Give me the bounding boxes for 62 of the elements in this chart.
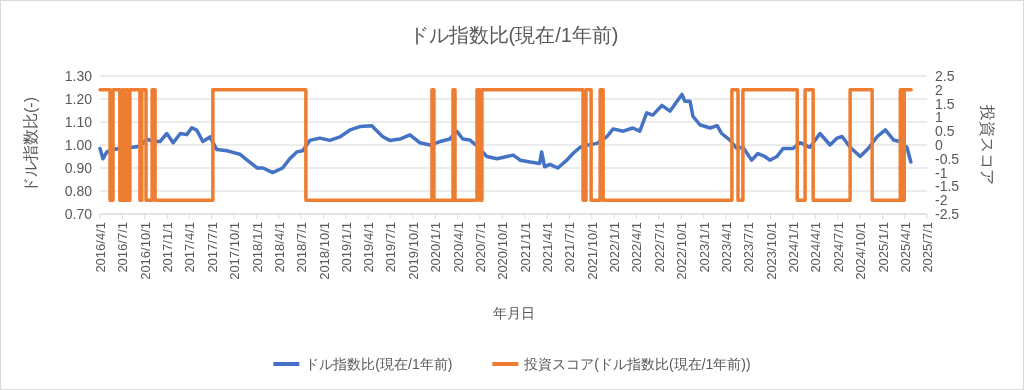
- x-tick-label: 2017/10/1: [227, 222, 243, 280]
- x-tick-label: 2019/10/1: [405, 222, 421, 280]
- x-tick-label: 2017/4/1: [182, 222, 198, 273]
- y2-axis-title: 投資スコア: [979, 104, 996, 185]
- y-tick-label: 0.80: [64, 183, 93, 199]
- x-tick-label: 2019/4/1: [361, 222, 377, 273]
- y-tick-label: 1.20: [64, 91, 93, 107]
- x-tick-label: 2017/7/1: [204, 222, 220, 273]
- chart-title: ドル指数比(現在/1年前): [408, 24, 619, 46]
- x-tick-label: 2019/1/1: [339, 222, 355, 273]
- y-tick-label: 1.10: [64, 114, 93, 130]
- y-tick-label: 0.90: [64, 160, 93, 176]
- y-tick-label: 1.00: [64, 137, 93, 153]
- y2-tick-label: 1.5: [935, 95, 955, 112]
- x-tick-label: 2024/1/1: [786, 222, 802, 273]
- x-tick-label: 2018/1/1: [249, 222, 265, 273]
- x-tick-label: 2021/7/1: [562, 222, 578, 273]
- x-tick-label: 2020/4/1: [450, 222, 466, 273]
- x-tick-label: 2020/7/1: [472, 222, 488, 273]
- y2-tick-label: 1: [935, 109, 943, 126]
- x-tick-label: 2025/4/1: [897, 222, 913, 273]
- legend-label: 投資スコア(ドル指数比(現在/1年前)): [523, 356, 751, 372]
- x-tick-label: 2018/7/1: [294, 222, 309, 273]
- x-tick-label: 2018/4/1: [271, 222, 287, 273]
- x-tick-label: 2019/7/1: [383, 222, 399, 273]
- x-tick-label: 2021/4/1: [540, 222, 556, 273]
- y2-tick-label: 2.5: [935, 68, 955, 84]
- x-tick-label: 2017/1/1: [160, 222, 176, 273]
- x-tick-label: 2023/10/1: [763, 222, 779, 280]
- legend-label: ドル指数比(現在/1年前): [305, 356, 453, 372]
- x-tick-label: 2021/10/1: [584, 222, 600, 280]
- x-tick-label: 2023/1/1: [696, 222, 712, 273]
- y-tick-label: 0.70: [64, 206, 93, 222]
- x-tick-label: 2022/7/1: [651, 222, 667, 273]
- x-tick-label: 2024/4/1: [808, 222, 824, 273]
- x-tick-label: 2023/7/1: [741, 222, 757, 273]
- x-tick-label: 2020/1/1: [428, 222, 444, 273]
- y2-tick-label: 0: [935, 137, 943, 153]
- x-tick-label: 2024/7/1: [830, 222, 846, 273]
- x-tick-label: 2016/10/1: [137, 222, 153, 280]
- x-tick-label: 2022/1/1: [607, 222, 623, 273]
- x-tick-label: 2025/1/1: [875, 222, 891, 273]
- y2-tick-label: -1: [935, 164, 948, 181]
- y2-tick-label: 2: [935, 81, 943, 98]
- x-tick-label: 2022/10/1: [674, 222, 690, 280]
- y2-tick-label: 0.5: [935, 123, 955, 140]
- x-tick-label: 2025/7/1: [920, 222, 935, 273]
- y-axis-title: ドル指数比(-): [22, 97, 39, 193]
- y2-tick-label: -1.5: [935, 178, 960, 195]
- x-tick-label: 2016/7/1: [115, 222, 131, 273]
- x-tick-label: 2020/10/1: [495, 222, 511, 280]
- y-tick-label: 1.30: [64, 68, 93, 84]
- x-tick-label: 2021/1/1: [518, 222, 534, 273]
- y2-tick-label: -2: [935, 192, 948, 209]
- y2-tick-label: -2.5: [935, 206, 960, 222]
- x-axis-title: 年月日: [492, 305, 535, 321]
- y2-tick-label: -0.5: [935, 150, 960, 167]
- x-tick-label: 2022/4/1: [629, 222, 645, 273]
- x-tick-label: 2024/10/1: [853, 222, 869, 280]
- x-tick-label: 2023/4/1: [718, 222, 734, 273]
- x-tick-label: 2016/4/1: [93, 222, 108, 273]
- x-tick-label: 2018/10/1: [316, 222, 332, 280]
